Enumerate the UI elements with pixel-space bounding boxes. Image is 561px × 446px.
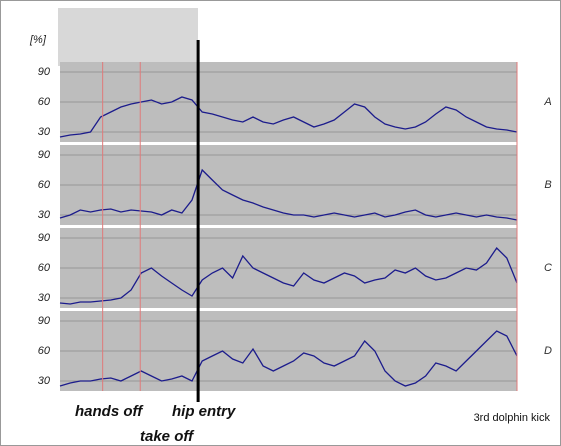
y-tick-label: 90 <box>38 149 51 161</box>
y-tick-label: 30 <box>38 209 51 221</box>
panel-label: A <box>543 96 551 108</box>
y-tick-label: 30 <box>38 292 51 304</box>
y-tick-label: 90 <box>38 315 51 327</box>
y-tick-label: 30 <box>38 126 51 138</box>
emg-line <box>59 168 518 221</box>
event-label: hands off <box>75 403 144 420</box>
emg-line <box>59 246 518 305</box>
emg-line <box>59 330 518 387</box>
y-tick-label: 60 <box>38 262 51 274</box>
event-label: 3rd dolphin kick <box>474 412 551 424</box>
panel-label: D <box>544 345 552 357</box>
unit-label: [%] <box>29 34 47 46</box>
emg-line <box>59 96 518 138</box>
y-tick-label: 90 <box>38 66 51 78</box>
panel-label: B <box>544 179 551 191</box>
y-tick-label: 60 <box>38 96 51 108</box>
event-label: hip entry <box>172 403 236 420</box>
y-tick-label: 60 <box>38 345 51 357</box>
y-tick-label: 30 <box>38 375 51 387</box>
event-label: take off <box>140 428 195 445</box>
y-tick-label: 90 <box>38 232 51 244</box>
panel-label: C <box>544 262 552 274</box>
swimmer-image <box>58 8 198 66</box>
y-tick-label: 60 <box>38 179 51 191</box>
